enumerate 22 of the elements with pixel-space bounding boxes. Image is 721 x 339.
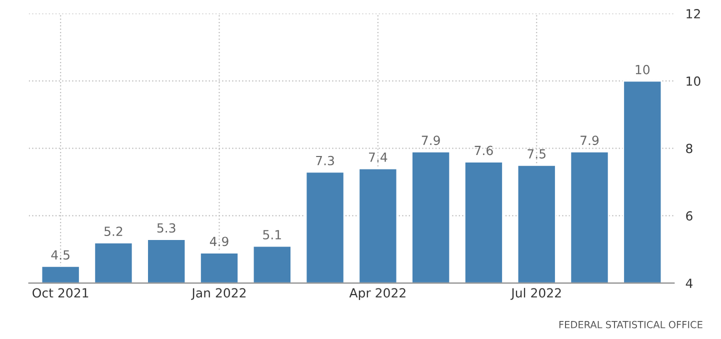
data-label: 4.5 [51, 250, 70, 260]
y-tick-label: 6 [686, 211, 692, 221]
data-label: 7.6 [474, 146, 493, 156]
data-label: 5.2 [104, 226, 122, 236]
data-label: 7.9 [422, 136, 440, 146]
data-label: 7.9 [580, 136, 599, 146]
y-tick-label: 10 [686, 76, 700, 86]
data-label: 10 [636, 64, 650, 74]
data-label: 7.5 [528, 149, 546, 159]
y-tick-label: 12 [686, 9, 700, 18]
data-label: 7.3 [316, 156, 334, 166]
x-tick-label: Jan 2022 [191, 288, 246, 300]
y-tick-label: 4 [686, 278, 692, 288]
x-tick-label: Jul 2022 [510, 288, 561, 300]
text: FEDERAL STATISTICAL OFFICE [559, 320, 702, 328]
data-label: 5.3 [157, 223, 176, 233]
data-label: 5.1 [263, 230, 281, 240]
data-label: 4.9 [210, 236, 228, 246]
y-tick-label: 8 [686, 144, 692, 154]
x-tick-label: Apr 2022 [349, 288, 406, 300]
x-tick-label: Oct 2021 [32, 288, 88, 298]
data-label: 7.4 [369, 152, 388, 162]
